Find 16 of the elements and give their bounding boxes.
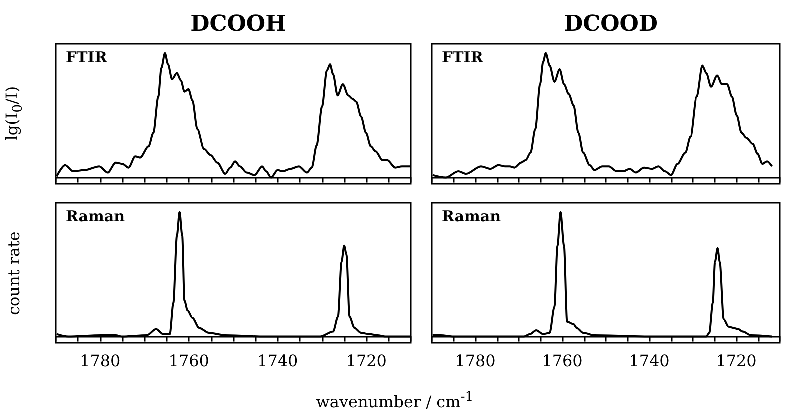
annotation: Raman <box>442 208 502 226</box>
annotation: FTIR <box>66 48 108 66</box>
x-tick-label: 1720 <box>716 352 757 370</box>
x-tick-label: 1720 <box>346 352 387 370</box>
x-tick-label: 1760 <box>168 352 210 370</box>
chart-title: DCOOH <box>190 11 286 37</box>
x-tick-label: 1780 <box>455 352 496 370</box>
x-tick-label: 1740 <box>258 352 298 370</box>
y-axis-title: count rate <box>4 231 24 315</box>
chart-title: DCOOD <box>564 11 658 37</box>
x-axis-title: wavenumber / cm$^{-1}$ <box>315 390 475 412</box>
x-tick-label: 1760 <box>542 352 583 370</box>
x-tick-label: 1740 <box>629 352 670 370</box>
annotation: Raman <box>66 208 126 226</box>
x-tick-label: 1780 <box>80 352 121 370</box>
annotation: FTIR <box>442 48 484 66</box>
